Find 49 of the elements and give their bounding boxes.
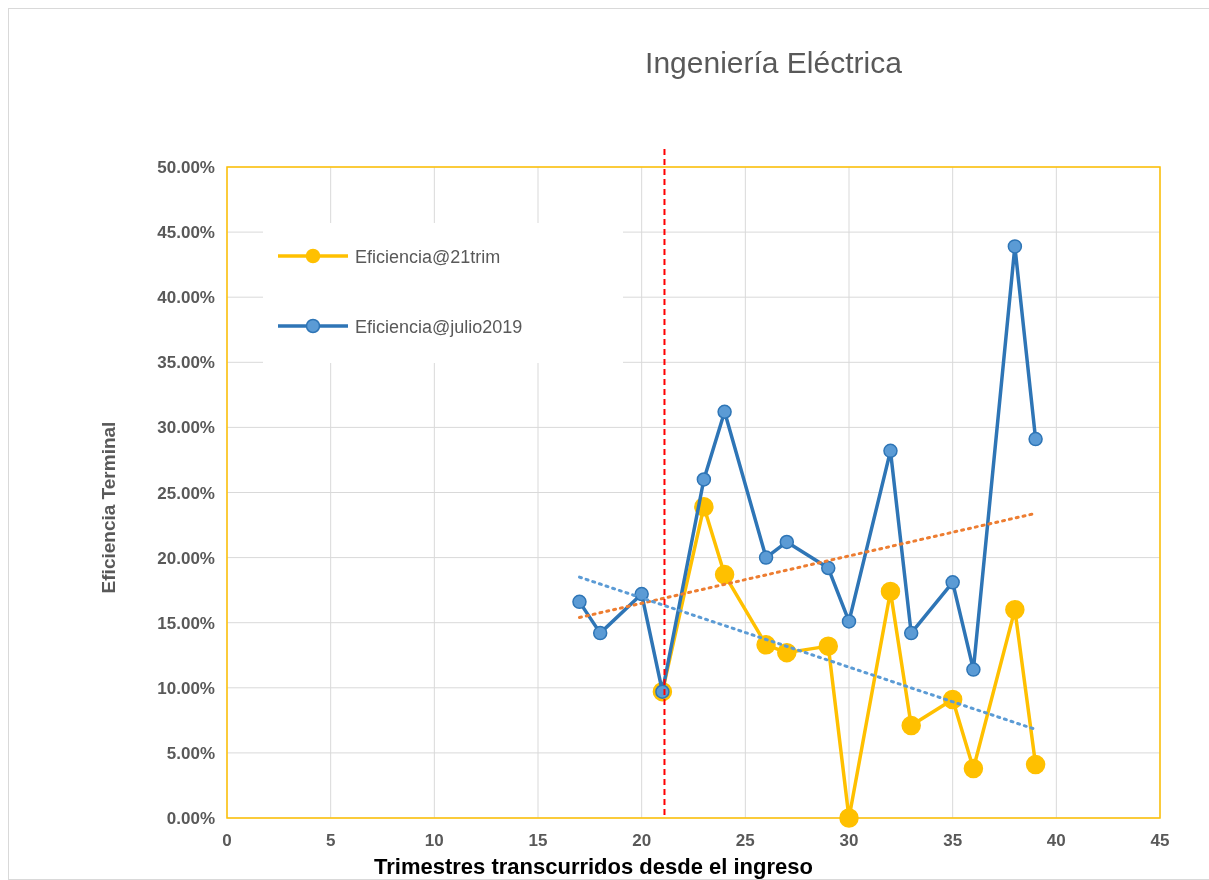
x-tick-label: 10 [424,831,444,850]
point [1028,431,1043,447]
point [758,550,774,565]
point [841,614,857,629]
point [966,662,981,677]
y-tick-label: 15.00% [157,613,215,633]
point [963,758,984,779]
y-tick-label: 0.00% [166,809,215,828]
point [945,575,960,590]
legend-label: Eficiencia@julio2019 [355,317,523,337]
point [903,625,919,641]
legend-label: Eficiencia@21trim [355,247,501,267]
point [880,581,901,602]
x-tick-label: 0 [222,831,232,850]
x-tick-label: 30 [839,831,859,850]
x-axis-title: Trimestres transcurridos desde el ingreso [374,854,813,879]
y-tick-label: 35.00% [157,353,215,373]
y-tick-label: 50.00% [157,158,215,177]
point [714,564,735,585]
x-tick-label: 40 [1046,831,1066,850]
point [592,625,608,641]
y-tick-label: 40.00% [157,288,215,308]
point [1025,754,1046,775]
point [821,560,836,576]
y-tick-label: 10.00% [157,678,215,698]
chart-title: Ingeniería Eléctrica [645,46,903,79]
point [883,443,898,459]
point [696,472,712,487]
point [1005,599,1025,620]
point [818,636,839,656]
point [572,594,587,610]
point [901,715,921,736]
x-tick-label: 20 [632,831,652,850]
y-tick-label: 25.00% [157,483,215,503]
x-tick-label: 25 [735,831,755,850]
x-tick-label: 5 [325,831,336,850]
y-axis-title: Eficiencia Terminal [98,421,119,594]
x-tick-label: 45 [1150,831,1170,850]
y-tick-label: 20.00% [157,548,215,568]
x-tick-label: 35 [943,831,963,850]
x-tick-label: 15 [528,831,548,850]
point [839,808,859,828]
point [779,534,795,550]
y-tick-label: 45.00% [157,223,215,243]
y-tick-label: 5.00% [166,743,215,763]
point [1007,239,1023,254]
point [717,404,732,420]
y-tick-label: 30.00% [157,418,215,438]
point [777,642,797,663]
